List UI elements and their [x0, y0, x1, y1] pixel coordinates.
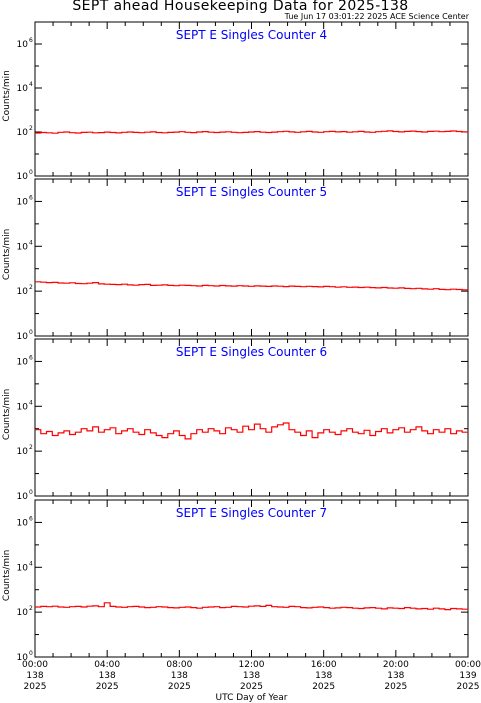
y-tick-label-exponent: 6 — [29, 194, 33, 201]
y-tick-label: 10 4 — [17, 81, 33, 94]
y-tick-label-base: 10 — [17, 197, 29, 207]
x-axis-label: UTC Day of Year — [216, 693, 288, 703]
y-tick-label: 10 2 — [17, 444, 33, 457]
y-tick-label-exponent: 4 — [29, 560, 33, 567]
y-tick-label-exponent: 4 — [29, 81, 33, 88]
y-tick-label-base: 10 — [17, 492, 29, 502]
y-tick-label-base: 10 — [17, 608, 29, 618]
x-tick-label: 00:00 — [22, 660, 48, 670]
y-tick-label-exponent: 6 — [29, 37, 33, 44]
y-tick-label-exponent: 6 — [29, 354, 33, 361]
y-tick-label-base: 10 — [17, 40, 29, 50]
y-tick-label-exponent: 0 — [29, 329, 33, 336]
panel-title: SEPT E Singles Counter 5 — [176, 185, 327, 199]
y-tick-label: 10 2 — [17, 125, 33, 138]
x-tick-label: 138 — [99, 671, 116, 681]
x-tick-label: 2025 — [384, 682, 407, 692]
y-tick-label: 10 4 — [17, 399, 33, 412]
panel-title: SEPT E Singles Counter 6 — [176, 345, 327, 359]
y-tick-label-base: 10 — [17, 84, 29, 94]
chart-panel-3: Counts/min SEPT E Singles Counter 6 — [2, 338, 469, 497]
y-tick-label: 10 0 — [17, 169, 33, 182]
x-tick-label: 00:00 — [455, 660, 481, 670]
x-tick-label: 138 — [315, 671, 332, 681]
y-tick-label-exponent: 4 — [29, 399, 33, 406]
y-tick-label-base: 10 — [17, 357, 29, 367]
timestamp-label: Tue Jun 17 03:01:22 2025 ACE Science Cen… — [284, 12, 469, 21]
x-tick-label: 2025 — [168, 682, 191, 692]
series-line — [35, 130, 468, 134]
series-line — [35, 422, 468, 440]
x-tick-label: 16:00 — [311, 660, 337, 670]
x-tick-label: 04:00 — [94, 660, 120, 670]
y-tick-label: 10 4 — [17, 560, 33, 573]
x-tick-label: 2025 — [240, 682, 263, 692]
x-tick-label: 138 — [26, 671, 43, 681]
x-tick-label: 2025 — [312, 682, 335, 692]
y-axis-label: Counts/min — [2, 229, 12, 280]
y-tick-label-exponent: 2 — [29, 444, 33, 451]
page-title: SEPT ahead Housekeeping Data for 2025-13… — [72, 0, 409, 14]
y-tick-label-exponent: 2 — [29, 284, 33, 291]
chart-panel-2: Counts/min SEPT E Singles Counter 5 — [2, 178, 469, 337]
x-tick-label: 2025 — [457, 682, 480, 692]
y-tick-label-exponent: 4 — [29, 239, 33, 246]
x-tick-label: 139 — [459, 671, 476, 681]
y-axis-label: Counts/min — [2, 70, 12, 121]
series-line — [35, 281, 468, 291]
y-axis-label: Counts/min — [2, 389, 12, 440]
y-tick-label-base: 10 — [17, 447, 29, 457]
y-tick-label: 10 6 — [17, 515, 33, 528]
plot-frame — [34, 338, 469, 497]
x-tick-label: 2025 — [96, 682, 119, 692]
y-tick-label: 10 0 — [17, 489, 33, 502]
y-tick-label-exponent: 0 — [29, 489, 33, 496]
x-tick-label: 138 — [387, 671, 404, 681]
x-tick-label: 138 — [171, 671, 188, 681]
y-tick-label: 10 0 — [17, 329, 33, 342]
y-tick-label: 10 2 — [17, 284, 33, 297]
series-line — [35, 602, 468, 611]
y-tick-label-base: 10 — [17, 402, 29, 412]
y-tick-label-base: 10 — [17, 653, 29, 663]
y-tick-label: 10 4 — [17, 239, 33, 252]
x-tick-label: 2025 — [24, 682, 47, 692]
chart-panel-4: Counts/min SEPT E Singles Counter 7 — [2, 499, 469, 658]
y-tick-label-base: 10 — [17, 518, 29, 528]
panel-title: SEPT E Singles Counter 7 — [176, 506, 327, 520]
y-tick-label-base: 10 — [17, 128, 29, 138]
y-tick-label-base: 10 — [17, 287, 29, 297]
y-tick-label: 10 0 — [17, 650, 33, 663]
y-tick-label-base: 10 — [17, 332, 29, 342]
y-tick-label-exponent: 0 — [29, 169, 33, 176]
plot-frame — [34, 178, 469, 337]
x-tick-label: 08:00 — [166, 660, 192, 670]
chart-panel-1: Counts/min SEPT E Singles Counter 4 — [2, 21, 469, 177]
panel-title: SEPT E Singles Counter 4 — [176, 28, 327, 42]
y-tick-label-exponent: 2 — [29, 125, 33, 132]
plot-frame — [34, 21, 469, 177]
y-axis-label: Counts/min — [2, 550, 12, 601]
y-tick-label: 10 6 — [17, 194, 33, 207]
x-tick-label: 138 — [243, 671, 260, 681]
x-tick-label: 20:00 — [383, 660, 409, 670]
y-tick-label-exponent: 0 — [29, 650, 33, 657]
y-tick-label-base: 10 — [17, 242, 29, 252]
y-tick-label: 10 6 — [17, 37, 33, 50]
y-tick-label-exponent: 2 — [29, 605, 33, 612]
x-tick-label: 12:00 — [239, 660, 265, 670]
y-tick-label: 10 6 — [17, 354, 33, 367]
plot-frame — [34, 499, 469, 658]
y-tick-label: 10 2 — [17, 605, 33, 618]
y-tick-label-base: 10 — [17, 172, 29, 182]
y-tick-label-base: 10 — [17, 563, 29, 573]
y-tick-label-exponent: 6 — [29, 515, 33, 522]
